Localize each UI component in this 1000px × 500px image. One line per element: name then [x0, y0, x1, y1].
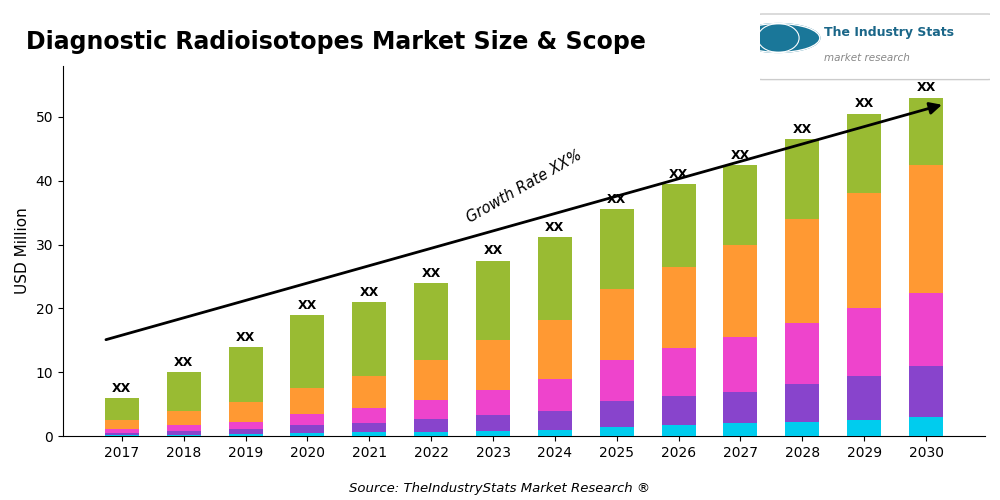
Bar [352, 432, 386, 436]
Text: Source: TheIndustryStats Market Research ®: Source: TheIndustryStats Market Research… [349, 482, 651, 495]
Bar [229, 402, 263, 421]
Text: Growth Rate XX%: Growth Rate XX% [464, 147, 584, 226]
Text: The Industry Stats: The Industry Stats [824, 26, 954, 39]
Bar [600, 426, 634, 436]
Bar [723, 337, 757, 392]
Bar [723, 164, 757, 244]
Bar [290, 433, 324, 436]
Bar [229, 429, 263, 434]
Bar [414, 419, 448, 432]
Bar [538, 237, 572, 320]
Bar [290, 315, 324, 388]
Bar [476, 390, 510, 415]
Bar [105, 420, 139, 429]
Text: XX: XX [855, 98, 874, 110]
Text: XX: XX [236, 330, 255, 344]
Bar [847, 194, 881, 308]
Bar [290, 426, 324, 433]
Bar [538, 379, 572, 410]
Bar [167, 431, 201, 435]
Bar [352, 376, 386, 408]
Y-axis label: USD Million: USD Million [15, 208, 30, 294]
Bar [723, 424, 757, 436]
Bar [290, 388, 324, 414]
Bar [600, 401, 634, 426]
Bar [105, 429, 139, 433]
Bar [847, 420, 881, 436]
Bar [476, 415, 510, 431]
Text: market research: market research [824, 53, 910, 63]
Bar [538, 320, 572, 379]
Text: XX: XX [793, 123, 812, 136]
Bar [167, 410, 201, 426]
Bar [476, 431, 510, 436]
Bar [352, 423, 386, 432]
Bar [229, 422, 263, 429]
Bar [909, 98, 943, 164]
Bar [352, 302, 386, 376]
Text: XX: XX [669, 168, 688, 180]
Text: XX: XX [483, 244, 503, 258]
Bar [909, 417, 943, 436]
Text: XX: XX [360, 286, 379, 299]
Bar [414, 360, 448, 400]
Bar [600, 360, 634, 401]
Bar [167, 435, 201, 436]
Bar [105, 433, 139, 436]
Bar [414, 283, 448, 360]
Bar [600, 210, 634, 290]
Bar [167, 426, 201, 431]
Text: XX: XX [422, 266, 441, 280]
Text: XX: XX [112, 382, 131, 394]
Bar [538, 430, 572, 436]
Bar [785, 139, 819, 219]
Bar [229, 434, 263, 436]
Bar [290, 414, 324, 426]
Bar [723, 244, 757, 337]
Text: Diagnostic Radioisotopes Market Size & Scope: Diagnostic Radioisotopes Market Size & S… [26, 30, 646, 54]
Bar [414, 400, 448, 419]
Bar [476, 260, 510, 340]
Bar [909, 292, 943, 366]
Bar [662, 184, 696, 267]
Bar [662, 267, 696, 348]
Bar [847, 376, 881, 420]
Text: XX: XX [607, 193, 626, 206]
Text: XX: XX [731, 148, 750, 162]
Bar [847, 114, 881, 194]
Bar [785, 384, 819, 422]
Bar [847, 308, 881, 376]
Text: XX: XX [174, 356, 193, 369]
Bar [352, 408, 386, 423]
Bar [662, 425, 696, 436]
Bar [662, 396, 696, 425]
Bar [229, 347, 263, 402]
Bar [600, 290, 634, 360]
Bar [785, 323, 819, 384]
Text: XX: XX [916, 82, 936, 94]
Bar [476, 340, 510, 390]
Bar [785, 422, 819, 436]
Bar [414, 432, 448, 436]
Text: XX: XX [298, 298, 317, 312]
Bar [723, 392, 757, 424]
Text: XX: XX [545, 220, 565, 234]
Bar [909, 366, 943, 417]
Circle shape [737, 24, 820, 52]
Bar [167, 372, 201, 410]
Bar [909, 164, 943, 292]
Bar [662, 348, 696, 396]
Bar [538, 410, 572, 430]
Bar [105, 398, 139, 420]
Bar [785, 219, 819, 323]
